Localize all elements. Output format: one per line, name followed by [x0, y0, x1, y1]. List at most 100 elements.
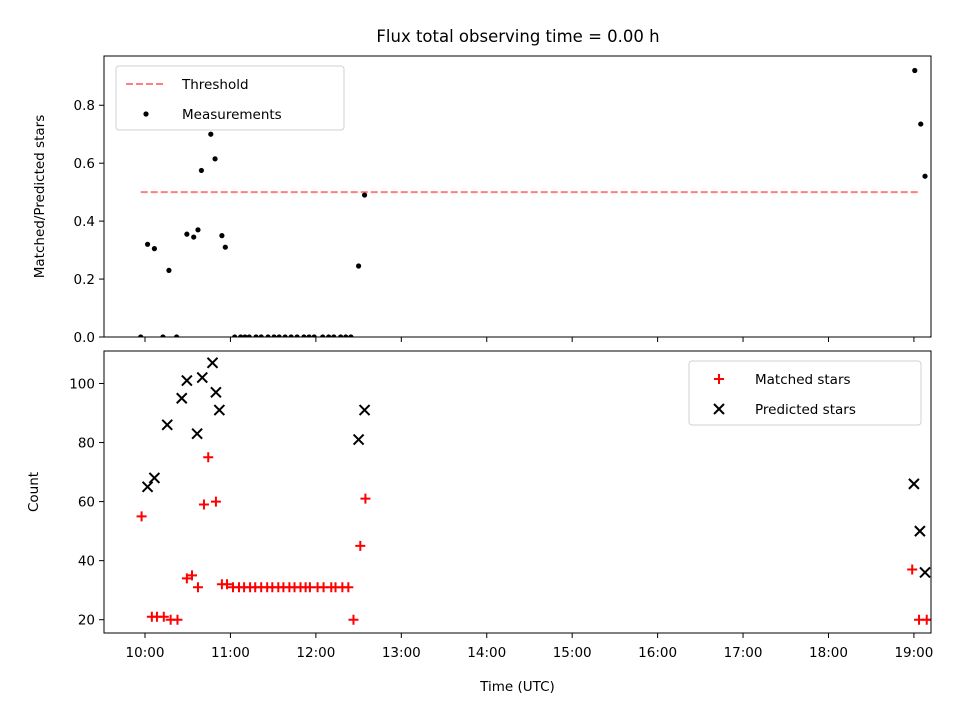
- matched-star-point: [136, 511, 147, 522]
- legend-plus-swatch: [714, 374, 724, 384]
- measurement-point: [331, 334, 337, 337]
- y-tick-label: 0.4: [74, 214, 95, 230]
- x-tick-label: 17:00: [724, 645, 763, 661]
- measurement-point: [174, 334, 180, 337]
- x-tick-label: 19:00: [894, 645, 933, 661]
- matched-star-point: [360, 493, 371, 504]
- measurement-point: [348, 334, 354, 337]
- y-tick-label: 0.2: [74, 272, 95, 288]
- measurement-point: [338, 334, 344, 337]
- measurement-point: [311, 334, 317, 337]
- measurement-point: [191, 234, 197, 240]
- measurement-point: [320, 334, 326, 337]
- measurement-point: [166, 267, 172, 273]
- x-axis-label: Time (UTC): [479, 679, 555, 695]
- measurement-point: [306, 334, 312, 337]
- measurement-point: [276, 334, 282, 337]
- matched-star-point: [181, 573, 192, 584]
- legend-box: [115, 65, 345, 131]
- measurement-point: [232, 334, 238, 337]
- measurement-point: [208, 131, 214, 137]
- x-tick-label: 14:00: [467, 645, 506, 661]
- predicted-star-point: [141, 481, 154, 493]
- measurement-point: [195, 227, 201, 233]
- measurement-point: [222, 244, 228, 250]
- legend: Threshold Measurements: [115, 65, 345, 131]
- legend-label: Matched stars: [755, 372, 851, 388]
- measurement-point: [219, 233, 225, 239]
- matched-star-point: [210, 496, 221, 507]
- legend-label: Predicted stars: [755, 402, 856, 418]
- predicted-star-point: [148, 472, 161, 484]
- predicted-star-point: [210, 386, 222, 399]
- predicted-star-point: [196, 371, 208, 384]
- measurement-point: [355, 263, 362, 269]
- measurement-point: [282, 334, 288, 337]
- predicted-star-point: [352, 433, 365, 446]
- y-tick-label: 60: [78, 495, 95, 511]
- bottom-panel: 20 40 60 80 100 10:00 11:00 12:00 13:00 14:00 15:0…: [26, 350, 933, 695]
- matched-star-point: [192, 582, 203, 593]
- matched-star-point: [172, 614, 183, 625]
- y-tick-label: 20: [78, 613, 95, 629]
- predicted-star-point: [914, 525, 926, 537]
- matched-star-point: [926, 614, 931, 625]
- x-tick-label: 16:00: [638, 645, 677, 661]
- y-tick-label: 40: [78, 554, 95, 570]
- measurement-point: [912, 67, 918, 74]
- predicted-star-point: [908, 478, 920, 490]
- measurement-point: [326, 334, 332, 337]
- top-panel: 0.0 0.2 0.4 0.6 0.8 Matched/Predicted stars Th…: [32, 55, 932, 346]
- matched-star-point: [198, 499, 209, 510]
- matched-star-point: [222, 579, 233, 590]
- predicted-star-point: [181, 374, 193, 387]
- predicted-star-point: [176, 392, 188, 404]
- measurement-point: [151, 246, 158, 252]
- measurement-point: [922, 173, 928, 179]
- measurement-point: [918, 121, 924, 127]
- matched-star-point: [186, 570, 197, 581]
- x-tick-label: 13:00: [382, 645, 421, 661]
- plot-area: [136, 357, 931, 625]
- legend-x-swatch: [713, 403, 725, 415]
- measurement-point: [301, 334, 307, 337]
- axes-frame: [103, 350, 932, 634]
- x-tick-label: 15:00: [553, 645, 592, 661]
- measurement-point: [253, 334, 259, 337]
- x-tick-label: 18:00: [809, 645, 848, 661]
- legend: Matched stars Predicted stars: [688, 360, 922, 426]
- y-tick-label: 100: [69, 376, 95, 392]
- y-tick-label: 0.6: [74, 156, 95, 172]
- y-axis-label: Count: [26, 472, 42, 512]
- predicted-star-point: [161, 419, 173, 431]
- measurement-point: [271, 334, 277, 337]
- measurement-point: [258, 334, 264, 337]
- measurement-point: [343, 334, 349, 337]
- legend-label: Threshold: [181, 77, 249, 93]
- measurement-point: [238, 334, 244, 337]
- measurement-point: [294, 334, 300, 337]
- predicted-star-point: [213, 404, 226, 416]
- measurement-point: [265, 334, 271, 337]
- measurement-point: [212, 156, 218, 162]
- y-tick-label: 0.0: [74, 330, 95, 346]
- plot-area: [138, 67, 931, 337]
- matched-star-point: [158, 611, 169, 622]
- y-tick-label: 80: [78, 436, 95, 452]
- predicted-star-point: [358, 404, 371, 416]
- legend-box: [688, 360, 922, 426]
- x-tick-label: 10:00: [126, 645, 165, 661]
- measurement-point: [198, 167, 204, 174]
- measurement-point: [288, 334, 294, 337]
- x-tick-label: 12:00: [296, 645, 335, 661]
- legend-dot-swatch: [143, 111, 149, 117]
- axes-frame: [103, 55, 932, 338]
- measurement-point: [184, 231, 190, 237]
- measurement-point: [242, 334, 248, 337]
- matched-star-point: [343, 582, 354, 593]
- chart-title: Flux total observing time = 0.00 h: [376, 27, 659, 46]
- measurement-point: [160, 334, 166, 337]
- predicted-star-point: [191, 427, 203, 440]
- matched-star-point: [907, 564, 918, 575]
